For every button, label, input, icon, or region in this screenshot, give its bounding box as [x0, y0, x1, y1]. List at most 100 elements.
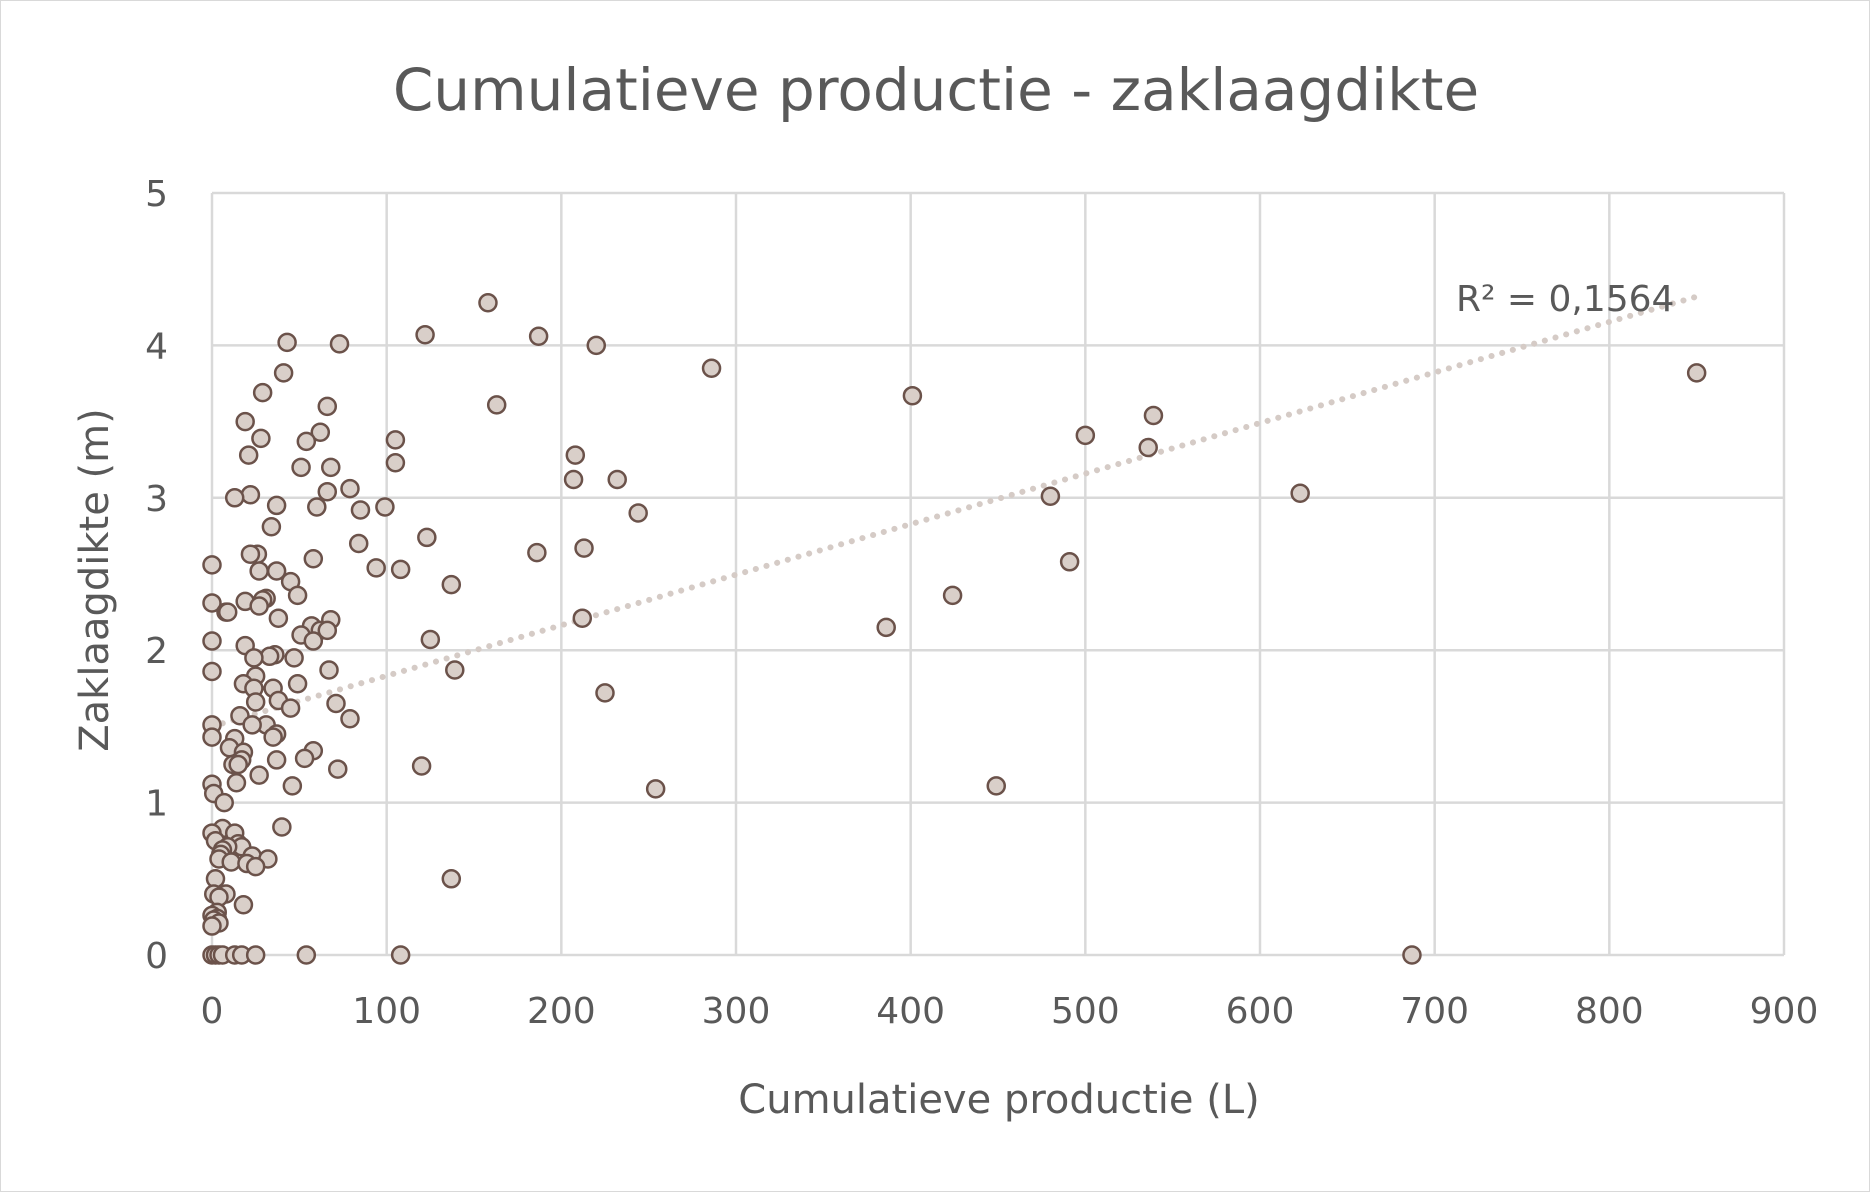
data-point — [228, 754, 248, 775]
data-point — [202, 661, 222, 682]
data-point — [574, 538, 594, 558]
data-point — [326, 693, 346, 714]
data-point — [251, 428, 271, 449]
data-point — [273, 363, 294, 383]
data-point — [272, 817, 292, 837]
data-point — [390, 559, 411, 580]
data-point — [280, 698, 301, 718]
data-point — [317, 481, 338, 502]
trendline-group — [209, 293, 1700, 730]
data-point — [565, 445, 586, 465]
data-point — [350, 500, 371, 520]
y-tick-label: 0 — [145, 936, 168, 977]
data-point — [441, 869, 462, 889]
data-point — [296, 431, 317, 452]
data-point — [317, 396, 338, 417]
data-point — [420, 629, 441, 650]
data-point — [329, 334, 350, 354]
data-point — [214, 792, 234, 813]
data-point — [572, 608, 593, 628]
data-point — [263, 727, 283, 747]
data-point — [645, 779, 666, 799]
data-point — [595, 683, 615, 703]
x-tick-label: 700 — [1400, 991, 1469, 1032]
x-tick-label: 400 — [876, 991, 945, 1032]
y-tick-label: 4 — [145, 326, 168, 367]
y-tick-label: 5 — [145, 174, 168, 215]
data-point — [224, 488, 245, 508]
data-point — [1143, 405, 1164, 426]
data-point — [415, 324, 435, 345]
x-axis-ticks: 0 100 200 300 400 500 600 700 800 900 — [201, 991, 1819, 1032]
data-point — [375, 497, 395, 517]
data-point — [411, 756, 432, 776]
data-point — [245, 945, 266, 965]
x-tick-label: 200 — [527, 991, 596, 1032]
data-point — [1075, 425, 1096, 446]
data-point — [240, 485, 261, 505]
x-tick-label: 600 — [1226, 991, 1295, 1032]
gridlines — [210, 191, 1786, 957]
data-point — [284, 648, 304, 668]
trendline — [209, 293, 1700, 730]
data-point — [303, 549, 324, 569]
data-point — [252, 382, 273, 403]
data-point — [266, 750, 287, 770]
data-point — [235, 411, 255, 432]
x-tick-label: 900 — [1750, 991, 1819, 1032]
y-axis-title: Zaklaagdikte (m) — [72, 408, 118, 751]
x-tick-label: 500 — [1051, 991, 1120, 1032]
y-axis-ticks: 0 1 2 3 4 5 — [145, 174, 168, 977]
data-point — [261, 517, 282, 537]
data-point — [202, 727, 222, 747]
data-point — [328, 759, 348, 779]
data-point — [441, 574, 462, 595]
data-point — [245, 856, 266, 877]
data-point — [876, 617, 896, 638]
x-axis-title: Cumulatieve productie (L) — [738, 1077, 1259, 1123]
x-tick-label: 100 — [352, 991, 421, 1032]
data-point — [233, 894, 254, 915]
data-point — [1059, 552, 1080, 572]
data-point — [902, 385, 923, 406]
data-point — [528, 326, 549, 347]
data-point — [986, 776, 1007, 796]
data-point — [294, 748, 315, 769]
data-point — [1402, 945, 1422, 965]
data-point — [942, 585, 963, 606]
data-point — [240, 544, 261, 564]
data-point — [266, 495, 287, 516]
data-point — [366, 558, 386, 578]
data-point — [277, 332, 297, 353]
data-point — [202, 555, 222, 575]
data-point — [202, 593, 222, 613]
data-point — [340, 709, 360, 729]
data-point — [385, 430, 406, 450]
data-point — [217, 602, 238, 622]
data-points — [202, 292, 1707, 965]
data-point — [226, 773, 247, 793]
data-point — [319, 660, 339, 680]
data-point — [1686, 363, 1707, 383]
data-point — [244, 648, 264, 668]
chart-title: Cumulatieve productie - zaklaagdikte — [393, 56, 1479, 124]
x-tick-label: 0 — [201, 991, 224, 1032]
x-tick-label: 300 — [702, 991, 771, 1032]
x-tick-label: 800 — [1575, 991, 1644, 1032]
data-point — [259, 646, 280, 667]
y-tick-label: 3 — [145, 479, 168, 520]
data-point — [478, 292, 498, 313]
data-point — [385, 452, 406, 473]
data-point — [287, 585, 308, 606]
data-point — [1290, 483, 1310, 503]
data-point — [486, 395, 507, 415]
data-point — [586, 335, 607, 356]
data-point — [282, 776, 303, 796]
data-point — [340, 478, 360, 499]
data-point — [527, 542, 547, 563]
data-point — [245, 692, 266, 712]
data-point — [303, 631, 324, 651]
data-point — [249, 596, 269, 616]
